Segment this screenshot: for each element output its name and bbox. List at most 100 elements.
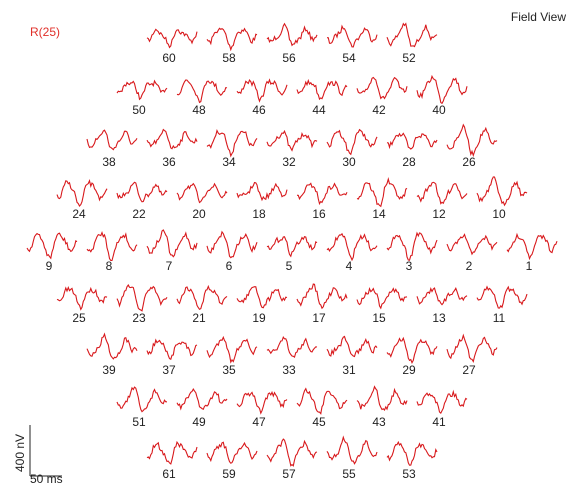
waveform <box>356 176 408 208</box>
waveform <box>386 22 438 48</box>
cell-label: 37 <box>162 363 176 377</box>
cell-label: 49 <box>192 415 206 429</box>
waveform <box>236 286 288 309</box>
cell-label: 39 <box>102 363 116 377</box>
waveform <box>116 181 168 203</box>
cell-label: 40 <box>432 103 446 117</box>
waveform <box>146 440 198 465</box>
cell-label: 42 <box>372 103 386 117</box>
cell-label: 32 <box>282 155 296 169</box>
waveform <box>476 285 528 309</box>
cell-label: 11 <box>493 311 506 325</box>
waveform <box>416 74 468 105</box>
cell-label: 56 <box>282 51 296 65</box>
waveform <box>446 123 498 158</box>
waveform <box>206 335 258 364</box>
waveform <box>326 128 378 156</box>
cell-label: 10 <box>492 207 506 221</box>
cell-label: 57 <box>282 467 296 481</box>
waveform <box>296 283 348 310</box>
waveform <box>266 438 318 467</box>
waveform <box>236 181 288 202</box>
waveform <box>356 286 408 310</box>
waveform <box>296 387 348 415</box>
cell-label: 21 <box>192 311 206 325</box>
cell-label: 35 <box>222 363 236 377</box>
waveform <box>176 182 228 204</box>
waveform <box>266 22 318 47</box>
cell-label: 17 <box>312 311 326 325</box>
cell-label: 6 <box>226 259 233 273</box>
cell-label: 41 <box>432 415 446 429</box>
cell-label: 59 <box>222 467 236 481</box>
cell-label: 29 <box>402 363 416 377</box>
cell-label: 5 <box>286 259 293 273</box>
waveform <box>86 332 138 360</box>
cell-label: 28 <box>402 155 416 169</box>
cell-label: 23 <box>132 311 146 325</box>
waveform <box>356 76 408 100</box>
waveform <box>446 233 498 256</box>
cell-label: 4 <box>346 259 353 273</box>
cell-label: 33 <box>282 363 296 377</box>
cell-label: 48 <box>192 103 206 117</box>
waveform <box>326 24 378 48</box>
cell-label: 44 <box>312 103 326 117</box>
cell-label: 8 <box>106 259 113 273</box>
waveform <box>386 132 438 150</box>
waveform <box>476 176 528 207</box>
cell-label: 2 <box>466 259 473 273</box>
cell-label: 43 <box>372 415 386 429</box>
waveform <box>146 338 198 360</box>
cell-label: 15 <box>372 311 386 325</box>
waveform <box>26 232 78 260</box>
cell-label: 50 <box>132 103 146 117</box>
waveform <box>296 78 348 101</box>
waveform <box>416 181 468 205</box>
waveform <box>206 129 258 158</box>
cell-label: 7 <box>166 259 173 273</box>
view-label: Field View <box>511 10 566 24</box>
waveform <box>86 230 138 262</box>
waveform <box>116 283 168 312</box>
cell-label: 54 <box>342 51 356 65</box>
waveform <box>146 128 198 150</box>
waveform <box>176 79 228 104</box>
waveform <box>86 129 138 151</box>
cell-label: 51 <box>132 415 146 429</box>
waveform <box>296 182 348 206</box>
cell-label: 16 <box>312 207 326 221</box>
cell-label: 38 <box>102 155 116 169</box>
waveform <box>386 336 438 365</box>
cell-label: 12 <box>432 207 446 221</box>
cell-label: 34 <box>222 155 236 169</box>
cell-label: 55 <box>342 467 356 481</box>
cell-label: 13 <box>432 311 446 325</box>
cell-label: 18 <box>252 207 266 221</box>
waveform <box>506 232 558 261</box>
cell-label: 26 <box>462 155 476 169</box>
waveform <box>416 389 468 414</box>
cell-label: 24 <box>72 207 86 221</box>
cell-label: 27 <box>462 363 476 377</box>
waveform <box>206 230 258 259</box>
waveform <box>116 79 168 101</box>
waveform <box>266 236 318 258</box>
cell-label: 22 <box>132 207 146 221</box>
cell-label: 58 <box>222 51 236 65</box>
cell-label: 31 <box>342 363 356 377</box>
waveform <box>326 335 378 358</box>
cell-label: 30 <box>342 155 356 169</box>
waveform <box>146 28 198 49</box>
cell-label: 46 <box>252 103 266 117</box>
cell-label: 1 <box>526 259 533 273</box>
waveform <box>326 435 378 465</box>
eye-label: R(25) <box>30 25 60 39</box>
waveform <box>206 27 258 52</box>
waveform <box>386 231 438 261</box>
waveform <box>176 388 228 411</box>
cell-label: 36 <box>162 155 176 169</box>
cell-label: 45 <box>312 415 326 429</box>
cell-label: 20 <box>192 207 206 221</box>
